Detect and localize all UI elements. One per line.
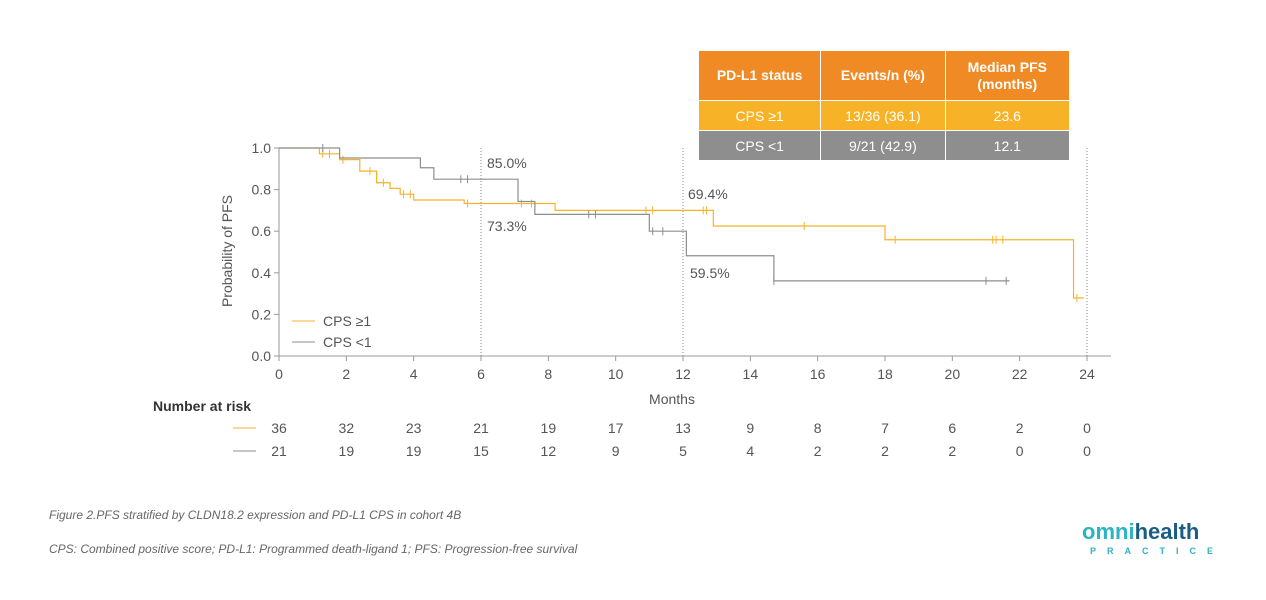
x-tick-label: 0 (275, 366, 283, 382)
risk-value: 9 (612, 443, 620, 459)
risk-value: 21 (271, 443, 287, 459)
y-axis-title: Probability of PFS (219, 195, 235, 307)
risk-value: 6 (948, 420, 956, 436)
risk-value: 23 (406, 420, 422, 436)
risk-value: 2 (948, 443, 956, 459)
annotation-73: 73.3% (487, 218, 527, 234)
x-axis-title: Months (649, 391, 695, 407)
cell-median: 12.1 (944, 130, 1069, 160)
x-tick-label: 18 (877, 366, 893, 382)
risk-value: 5 (679, 443, 687, 459)
omnihealth-logo: omnihealth PRACTICE (1082, 520, 1222, 560)
y-tick-label: 0.0 (252, 348, 272, 364)
x-tick-label: 8 (544, 366, 552, 382)
risk-value: 19 (406, 443, 422, 459)
annotation-59: 59.5% (690, 265, 730, 281)
series-line-0 (279, 147, 1084, 299)
risk-value: 19 (541, 420, 557, 436)
y-tick-label: 1.0 (252, 140, 272, 156)
risk-value: 7 (881, 420, 889, 436)
risk-value: 12 (541, 443, 557, 459)
header-pdl1-status: PD-L1 status (699, 51, 821, 101)
x-tick-label: 10 (608, 366, 624, 382)
risk-value: 15 (473, 443, 489, 459)
cell-status: CPS <1 (699, 130, 821, 160)
risk-value: 0 (1083, 443, 1091, 459)
x-tick-label: 4 (410, 366, 418, 382)
table-row: CPS <1 9/21 (42.9) 12.1 (699, 130, 1069, 160)
y-tick-label: 0.6 (252, 223, 272, 239)
x-tick-label: 24 (1079, 366, 1095, 382)
cell-events: 9/21 (42.9) (820, 130, 946, 160)
chart-legend: CPS ≥1 CPS <1 (292, 313, 372, 350)
x-tick-label: 2 (342, 366, 350, 382)
x-tick-label: 14 (743, 366, 759, 382)
risk-value: 0 (1016, 443, 1024, 459)
annotation-85: 85.0% (487, 155, 527, 171)
logo-text-health: health (1134, 519, 1200, 544)
legend-label-cps-lt1: CPS <1 (323, 334, 372, 350)
risk-value: 13 (675, 420, 691, 436)
risk-value: 2 (881, 443, 889, 459)
risk-value: 8 (814, 420, 822, 436)
risk-value: 2 (814, 443, 822, 459)
table-row: CPS ≥1 13/36 (36.1) 23.6 (699, 100, 1069, 131)
risk-table-title: Number at risk (153, 398, 251, 414)
abbreviations-caption: CPS: Combined positive score; PD-L1: Pro… (49, 542, 578, 556)
figure-caption: Figure 2.PFS stratified by CLDN18.2 expr… (49, 508, 462, 522)
risk-value: 2 (1016, 420, 1024, 436)
cell-status: CPS ≥1 (699, 100, 821, 131)
x-tick-label: 20 (945, 366, 961, 382)
risk-value: 21 (473, 420, 489, 436)
percentage-annotations: 85.0% 73.3% 69.4% 59.5% (487, 155, 730, 281)
series-layer (279, 144, 1084, 302)
chart-axes: 0 2 4 6 8 10 12 14 16 18 20 22 240.00.20.40.60.81.0 (252, 140, 1111, 382)
x-tick-label: 6 (477, 366, 485, 382)
risk-value: 4 (746, 443, 754, 459)
header-median-pfs: Median PFS (months) (944, 51, 1069, 101)
risk-value: 32 (339, 420, 355, 436)
x-tick-label: 12 (675, 366, 691, 382)
risk-value: 9 (746, 420, 754, 436)
risk-value: 17 (608, 420, 624, 436)
table-header-row: PD-L1 status Events/n (%) Median PFS (mo… (699, 51, 1069, 101)
risk-value: 19 (339, 443, 355, 459)
risk-value: 0 (1083, 420, 1091, 436)
y-tick-label: 0.8 (252, 182, 272, 198)
annotation-69: 69.4% (688, 186, 728, 202)
cell-events: 13/36 (36.1) (820, 100, 946, 131)
y-tick-label: 0.4 (252, 265, 272, 281)
x-tick-label: 16 (810, 366, 826, 382)
logo-subtitle: PRACTICE (1090, 546, 1225, 556)
logo-wordmark: omnihealth (1082, 520, 1199, 544)
y-tick-label: 0.2 (252, 306, 272, 322)
risk-value: 36 (271, 420, 287, 436)
series-line-1 (279, 147, 1010, 282)
pfs-summary-table: PD-L1 status Events/n (%) Median PFS (mo… (699, 51, 1069, 160)
legend-label-cps-ge1: CPS ≥1 (323, 313, 371, 329)
cell-median: 23.6 (944, 100, 1069, 131)
logo-text-omni: omni (1082, 519, 1135, 544)
header-events: Events/n (%) (820, 51, 946, 101)
number-at-risk-table: Number at risk 36 32 23 21 19 17 13 9 8 7 6 2 0 21 19 1… (153, 398, 1091, 459)
x-tick-label: 22 (1012, 366, 1028, 382)
reference-lines (480, 148, 1088, 356)
